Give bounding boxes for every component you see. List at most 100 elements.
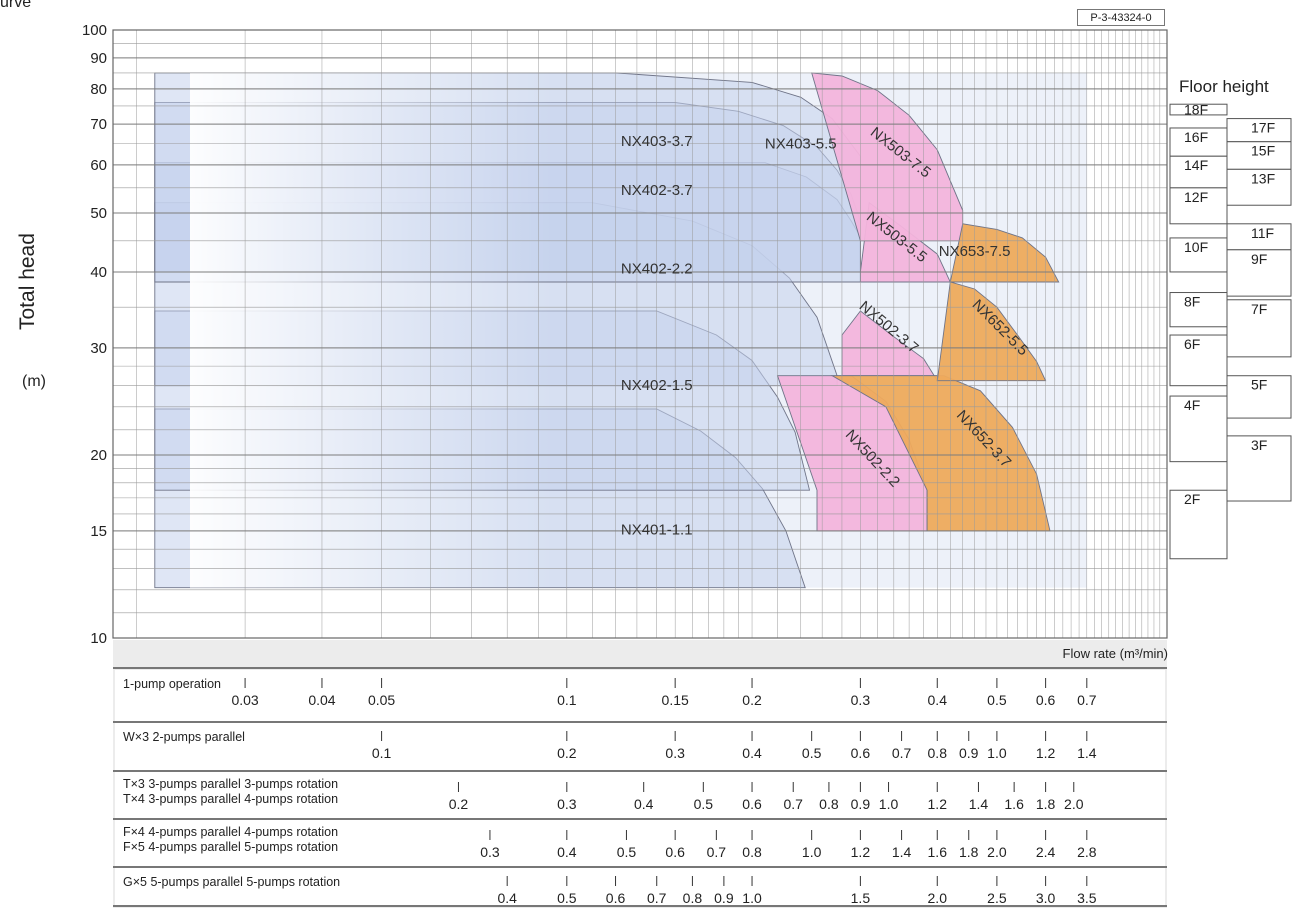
flow-tick-label: 2.5 <box>987 890 1007 906</box>
flow-tick-label: 0.4 <box>497 890 517 906</box>
flow-tick-label: 0.7 <box>1077 692 1097 708</box>
curve-label: NX401-1.1 <box>621 521 693 538</box>
flow-tick-label: 1.8 <box>959 844 979 860</box>
flow-tick-label: 0.9 <box>851 796 871 812</box>
floor-box <box>1226 435 1292 502</box>
floor-label: 4F <box>1184 397 1200 413</box>
table-band <box>115 772 1165 818</box>
flow-rate-label: Flow rate (m³/min) <box>1063 646 1168 661</box>
grid-lines <box>112 29 1168 639</box>
flow-tick-label: 0.5 <box>802 745 822 761</box>
floor-box <box>1226 299 1292 358</box>
floor-box <box>1169 103 1228 116</box>
flow-tick-label: 3.0 <box>1036 890 1056 906</box>
table-band <box>115 670 1165 721</box>
flow-tick-label: 2.4 <box>1036 844 1056 860</box>
flow-tick-label: 0.5 <box>694 796 714 812</box>
flow-tick-label: 0.6 <box>742 796 762 812</box>
y-tick-label: 20 <box>90 447 107 464</box>
floor-box <box>1169 489 1228 560</box>
table-band <box>115 820 1165 866</box>
y-tick-label: 90 <box>90 50 107 67</box>
y-axis-unit: (m) <box>22 373 46 390</box>
flow-tick-label: 1.5 <box>851 890 871 906</box>
floor-label: 2F <box>1184 491 1200 507</box>
flow-tick-label: 1.2 <box>1036 745 1056 761</box>
y-tick-label: 80 <box>90 81 107 98</box>
curve-label: NX402-3.7 <box>621 182 693 199</box>
y-tick-label: 30 <box>90 340 107 357</box>
floor-label: 6F <box>1184 336 1200 352</box>
table-row-label: T×3 3-pumps parallel 3-pumps rotation <box>123 777 338 791</box>
flow-tick-label: 1.6 <box>928 844 948 860</box>
flow-tick-label: 0.7 <box>647 890 667 906</box>
figure-code: P-3-43324-0 <box>1077 9 1165 26</box>
y-tick-label: 100 <box>82 22 107 39</box>
flow-tick-label: 0.6 <box>665 844 685 860</box>
flow-rate-table: Flow rate (m³/min) 1-pump operation 0.03 0.… <box>113 640 1168 908</box>
flow-tick-label: 0.4 <box>557 844 577 860</box>
flow-tick-label: 1.2 <box>851 844 871 860</box>
flow-tick-label: 0.6 <box>851 745 871 761</box>
flow-tick-label: 1.4 <box>969 796 989 812</box>
floor-height-title: Floor height <box>1179 77 1269 96</box>
flow-tick-label: 1.2 <box>928 796 948 812</box>
flow-tick-label: 0.5 <box>617 844 637 860</box>
table-band <box>115 868 1165 905</box>
floor-label: 7F <box>1251 301 1267 317</box>
table-row-label: F×4 4-pumps parallel 4-pumps rotation <box>123 825 338 839</box>
floor-label: 3F <box>1251 437 1267 453</box>
flow-tick-label: 3.5 <box>1077 890 1097 906</box>
flow-tick-label: 0.2 <box>742 692 762 708</box>
pump-curve-areas <box>154 72 1060 589</box>
y-tick-label: 60 <box>90 157 107 174</box>
flow-tick-label: 0.15 <box>662 692 689 708</box>
flow-tick-label: 0.6 <box>1036 692 1056 708</box>
floor-box <box>1169 334 1228 387</box>
y-tick-label: 70 <box>90 116 107 133</box>
flow-tick-label: 0.2 <box>449 796 469 812</box>
flow-tick-label: 0.03 <box>231 692 258 708</box>
plot-frame <box>112 29 1168 639</box>
flow-tick-label: 0.5 <box>987 692 1007 708</box>
floor-label: 5F <box>1251 377 1267 393</box>
flow-tick-label: 0.5 <box>557 890 577 906</box>
table-row-label: G×5 5-pumps parallel 5-pumps rotation <box>123 875 340 889</box>
floor-box <box>1226 375 1292 419</box>
top-caption: urve <box>0 0 32 11</box>
y-axis: 10 15 20 30 40 50 60 70 80 90 100 <box>82 22 107 647</box>
flow-tick-label: 0.8 <box>819 796 839 812</box>
flow-tick-label: 2.0 <box>1064 796 1084 812</box>
y-tick-label: 15 <box>90 523 107 540</box>
flow-tick-label: 0.2 <box>557 745 577 761</box>
flow-tick-label: 0.3 <box>851 692 871 708</box>
floor-label: 17F <box>1251 120 1275 136</box>
floor-box <box>1169 292 1228 328</box>
flow-tick-label: 0.9 <box>959 745 979 761</box>
flow-tick-label: 0.8 <box>683 890 703 906</box>
curve-label: NX402-1.5 <box>621 377 693 394</box>
floor-box <box>1169 237 1228 273</box>
floor-label: 12F <box>1184 189 1208 205</box>
flow-tick-label: 1.6 <box>1004 796 1024 812</box>
curve-label: NX402-2.2 <box>621 260 693 277</box>
table-row-label: F×5 4-pumps parallel 5-pumps rotation <box>123 840 338 854</box>
y-tick-label: 10 <box>90 630 107 647</box>
curve-label: NX403-3.7 <box>621 133 693 150</box>
flow-tick-label: 0.04 <box>308 692 335 708</box>
flow-tick-label: 1.0 <box>987 745 1007 761</box>
floor-label: 14F <box>1184 157 1208 173</box>
flow-tick-label: 0.8 <box>928 745 948 761</box>
floor-box <box>1169 187 1228 225</box>
floor-box <box>1226 141 1292 170</box>
flow-tick-label: 0.7 <box>707 844 727 860</box>
flow-tick-label: 2.8 <box>1077 844 1097 860</box>
flow-tick-label: 1.8 <box>1036 796 1056 812</box>
table-row-label: 1-pump operation <box>123 677 221 691</box>
flow-tick-label: 0.1 <box>557 692 577 708</box>
curve-fade <box>190 72 710 588</box>
flow-tick-label: 0.3 <box>665 745 685 761</box>
floor-box <box>1169 155 1228 189</box>
floor-label: 15F <box>1251 143 1275 159</box>
